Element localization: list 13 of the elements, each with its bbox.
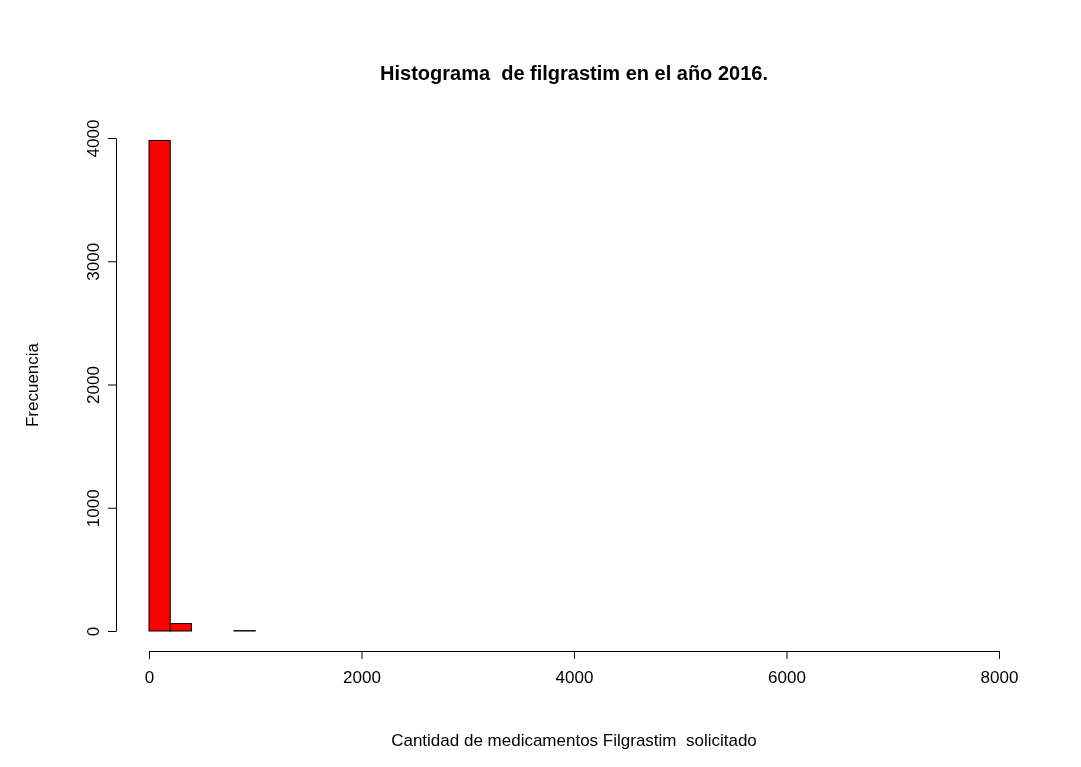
y-tick-label: 3000 — [84, 242, 104, 281]
x-tick-label: 6000 — [768, 668, 806, 688]
x-tick-label: 2000 — [343, 668, 381, 688]
y-tick-label: 4000 — [84, 119, 104, 158]
y-axis-title: Frecuencia — [23, 342, 42, 428]
x-axis-title: Cantidad de medicamentos Filgrastim solicitado — [391, 731, 757, 750]
chart-title: Histograma de filgrastim en el año 2016. — [380, 62, 768, 84]
x-tick-label: 4000 — [555, 668, 594, 688]
x-tick-label: 8000 — [980, 668, 1019, 688]
y-tick-label: 1000 — [84, 489, 104, 528]
y-tick-label: 0 — [84, 626, 104, 637]
y-tick-label: 2000 — [84, 366, 104, 404]
x-tick-label: 0 — [144, 668, 155, 688]
